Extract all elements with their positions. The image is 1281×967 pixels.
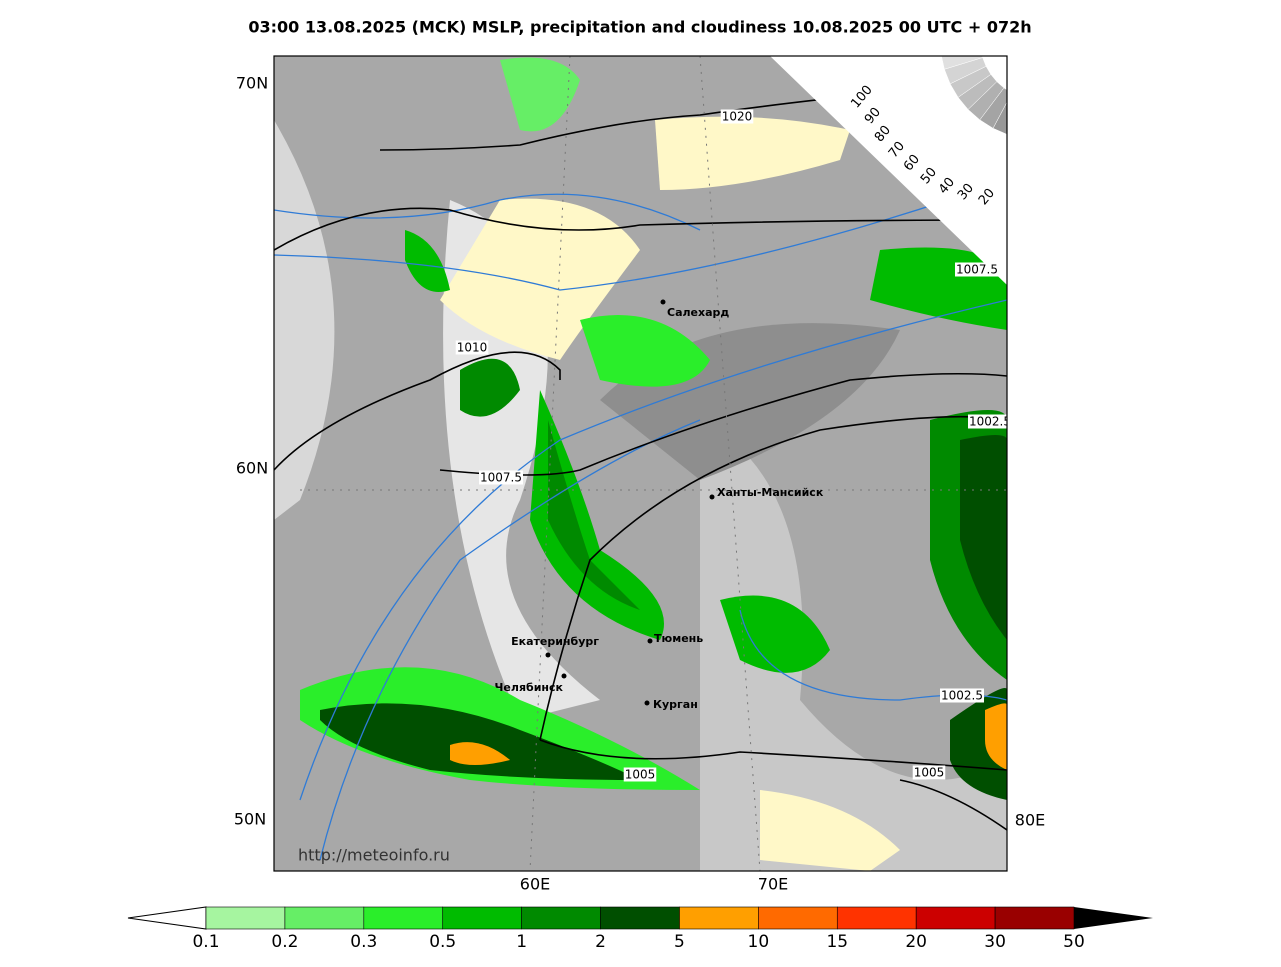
colorbar-box xyxy=(600,906,680,930)
colorbar-box xyxy=(758,906,838,930)
colorbar-box xyxy=(284,906,365,930)
isobar-label: 1007.5 xyxy=(480,471,522,485)
isobar-label: 1020 xyxy=(722,110,753,124)
city-dot xyxy=(647,638,653,644)
colorbar-box xyxy=(994,906,1075,930)
colorbar-box xyxy=(442,906,522,930)
cloud-scale-wedge xyxy=(1007,97,1029,139)
isobar-label-bg xyxy=(455,340,489,355)
colorbar-over xyxy=(1074,907,1153,929)
isobar-label: 1010 xyxy=(457,341,488,355)
cloud-scale-wedge xyxy=(940,38,981,54)
isobar-label-bg xyxy=(955,262,999,277)
isobar-label-bg xyxy=(479,470,523,485)
city-label: Салехард xyxy=(667,306,729,319)
isobar-label-bg xyxy=(968,414,1007,429)
lat-label: 70N xyxy=(236,74,268,93)
colorbar-box xyxy=(363,906,444,930)
isobar-label: 1002.5 xyxy=(941,689,983,703)
colorbar-label: 15 xyxy=(826,932,848,952)
cloud-scale-wedge xyxy=(941,56,983,70)
colorbar-under xyxy=(127,906,207,930)
city-dot xyxy=(709,494,715,500)
colorbar-label: 20 xyxy=(905,932,927,952)
watermark: http://meteoinfo.ru xyxy=(298,846,450,865)
colorbar-box xyxy=(915,906,996,930)
colorbar-label: 0.1 xyxy=(192,932,219,952)
colorbar-label: 0.3 xyxy=(350,932,377,952)
isobar-label-bg xyxy=(940,688,984,703)
city-label: Тюмень xyxy=(654,632,703,645)
title: 03:00 13.08.2025 (MCK) MSLP, precipitati… xyxy=(248,18,1031,37)
city-dot xyxy=(561,673,567,679)
colorbar-box xyxy=(205,906,286,930)
city-dot xyxy=(644,700,650,706)
colorbar-label: 10 xyxy=(748,932,770,952)
colorbar-box xyxy=(521,906,601,930)
city-label: Екатеринбург xyxy=(511,635,599,648)
isobar-label: 1005 xyxy=(914,766,945,780)
lat-label: 60N xyxy=(236,459,268,478)
city-label: Ханты-Мансийск xyxy=(717,486,824,499)
map-frame xyxy=(273,55,1008,872)
isobar-label-bg xyxy=(912,765,946,780)
colorbar-box xyxy=(836,906,917,930)
isobar-label-bg xyxy=(623,767,657,782)
overlay: 70N 60N 50N 60E 70E 80E Салехард Ханты-Мансийск… xyxy=(127,74,1153,952)
lat-label: 50N xyxy=(234,810,266,829)
colorbar-label: 1 xyxy=(516,932,527,952)
lon-label: 80E xyxy=(1015,811,1045,830)
city-label: Челябинск xyxy=(495,681,564,694)
lon-label: 70E xyxy=(758,875,788,894)
isobar-label-bg xyxy=(720,109,754,124)
city-dot xyxy=(545,652,551,658)
colorbar-label: 50 xyxy=(1063,932,1085,952)
colorbar-label: 30 xyxy=(984,932,1006,952)
lon-label: 60E xyxy=(520,875,550,894)
isobar-label: 1007.5 xyxy=(956,263,998,277)
isobar-label: 1005 xyxy=(625,768,656,782)
colorbar-label: 2 xyxy=(595,932,606,952)
colorbar-label: 5 xyxy=(674,932,685,952)
map: 1020 1010 1007.5 1007.5 1002.5 1005 1005 1002.5 xyxy=(274,38,1029,871)
city-dot xyxy=(660,299,666,305)
isobar-label: 1002.5 xyxy=(969,415,1011,429)
colorbar-label: 0.5 xyxy=(429,932,456,952)
colorbar-label: 0.2 xyxy=(271,932,298,952)
city-label: Курган xyxy=(653,698,698,711)
colorbar-box xyxy=(679,906,759,930)
